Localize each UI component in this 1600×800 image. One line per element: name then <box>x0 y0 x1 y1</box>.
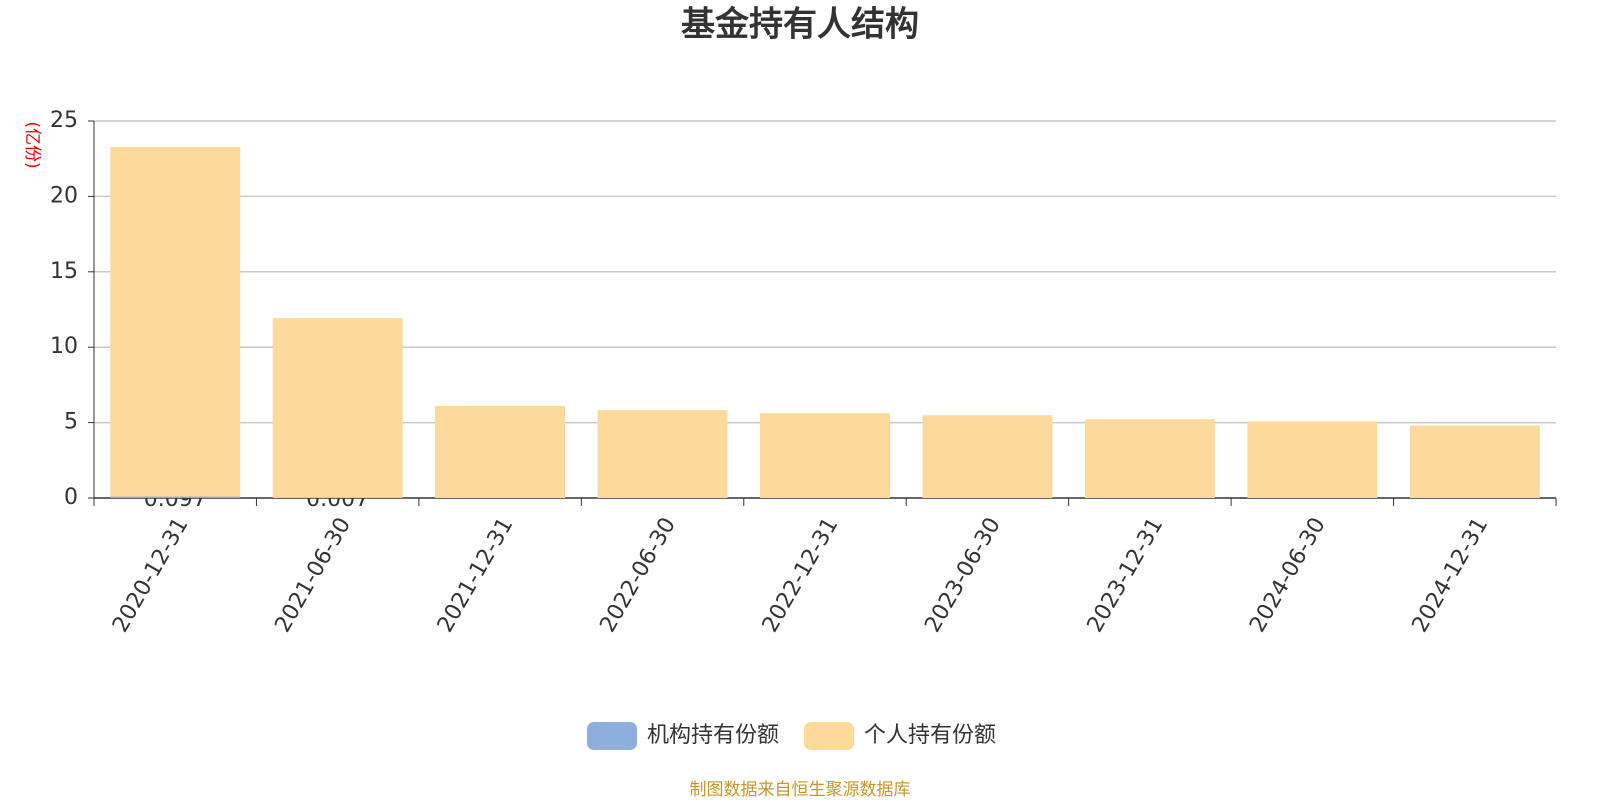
x-tick-label: 2021-12-31 <box>433 514 519 637</box>
bar <box>435 406 566 498</box>
bar <box>1409 425 1540 498</box>
x-tick-label: 2021-06-30 <box>270 514 356 637</box>
bar <box>1084 419 1215 498</box>
y-tick-label: 5 <box>64 410 78 435</box>
x-tick-label: 2022-06-30 <box>595 514 681 637</box>
bar <box>1247 421 1378 498</box>
y-tick-label: 20 <box>50 183 78 208</box>
y-axis-label: (亿份) <box>22 121 42 168</box>
bar <box>110 496 241 498</box>
bar <box>760 413 890 498</box>
legend-label: 机构持有份额 <box>647 723 779 748</box>
y-tick-label: 25 <box>50 108 78 133</box>
bar <box>272 318 403 498</box>
legend-swatch <box>804 722 855 750</box>
legend-label: 个人持有份额 <box>864 723 996 748</box>
bar <box>597 410 728 498</box>
y-tick-label: 0 <box>64 485 78 510</box>
x-tick-label: 2023-06-30 <box>920 514 1006 637</box>
source-note: 制图数据来自恒生聚源数据库 <box>690 780 911 800</box>
x-tick-label: 2024-12-31 <box>1408 514 1494 637</box>
bar <box>922 415 1053 498</box>
legend-swatch <box>587 722 637 750</box>
y-tick-label: 10 <box>50 334 78 359</box>
bar <box>110 147 241 497</box>
x-tick-label: 2022-12-31 <box>758 514 844 637</box>
chart-title: 基金持有人结构 <box>681 5 919 45</box>
x-tick-label: 2020-12-31 <box>108 514 194 637</box>
y-tick-label: 15 <box>50 259 78 284</box>
x-tick-label: 2024-06-30 <box>1245 514 1331 637</box>
x-tick-label: 2023-12-31 <box>1083 514 1169 637</box>
